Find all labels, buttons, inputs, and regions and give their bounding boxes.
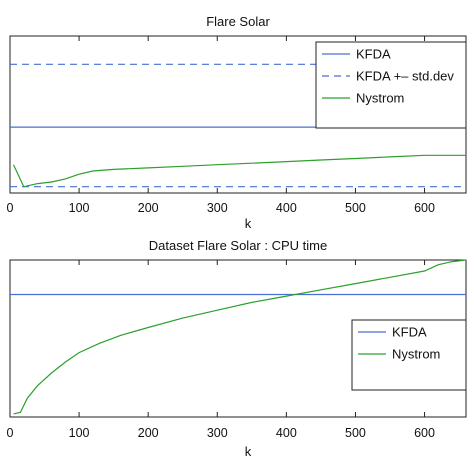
- x-axis: 0 100 200 300 400 500 600: [7, 36, 435, 215]
- x-tick-label: 0: [7, 426, 14, 440]
- legend-label: KFDA +– std.dev: [356, 69, 454, 84]
- series-group: [10, 259, 467, 415]
- x-tick-label: 300: [207, 201, 228, 215]
- series-line-nystrom: [13, 259, 467, 415]
- x-tick-label: 400: [276, 426, 297, 440]
- legend-label: KFDA: [356, 47, 391, 62]
- series-line-nystrom: [12, 154, 466, 188]
- x-tick-label: 500: [345, 201, 366, 215]
- legend: KFDA KFDA +– std.dev Nystrom: [315, 41, 467, 129]
- chart-flare-solar: Flare Solar 0 100 200 300 400 500 600 k KFDAKF…: [7, 14, 467, 231]
- x-tick-label: 200: [138, 426, 159, 440]
- chart-cpu-time: Dataset Flare Solar : CPU time 0 100 200 30…: [7, 238, 467, 459]
- x-axis-label: k: [245, 444, 252, 459]
- x-tick-label: 100: [69, 426, 90, 440]
- x-tick-label: 100: [69, 201, 90, 215]
- x-tick-label: 500: [345, 426, 366, 440]
- legend-label: Nystrom: [356, 91, 404, 106]
- x-tick-label: 0: [7, 201, 14, 215]
- legend-label: Nystrom: [392, 347, 440, 362]
- chart-title: Flare Solar: [206, 14, 270, 29]
- x-axis: 0 100 200 300 400 500 600: [7, 260, 435, 440]
- x-axis-label: k: [245, 216, 252, 231]
- legend-label: KFDA: [392, 325, 427, 340]
- x-tick-label: 300: [207, 426, 228, 440]
- chart-title: Dataset Flare Solar : CPU time: [149, 238, 327, 253]
- legend: KFDA Nystrom: [351, 319, 467, 391]
- legend-box: [315, 41, 467, 129]
- x-tick-label: 400: [276, 201, 297, 215]
- x-tick-label: 600: [414, 426, 435, 440]
- x-tick-label: 200: [138, 201, 159, 215]
- x-tick-label: 600: [414, 201, 435, 215]
